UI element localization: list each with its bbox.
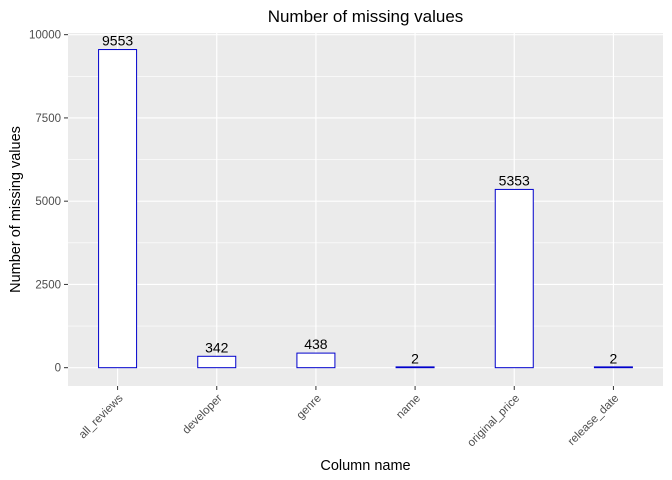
x-axis: all_reviews developer genre name original_pr… (77, 386, 622, 449)
bar-name (395, 366, 435, 369)
y-tick-label: 2500 (35, 279, 61, 291)
bar-developer (197, 355, 237, 369)
x-axis-title: Column name (320, 458, 410, 474)
data-label-all_reviews: 9553 (102, 33, 133, 49)
data-labels-group: 9553 342 438 2 5353 2 (102, 33, 618, 367)
y-axis-title: Number of missing values (8, 126, 24, 293)
y-tick-label: 5000 (35, 196, 61, 208)
bar-all_reviews (98, 49, 138, 369)
y-tick-label: 10000 (29, 30, 61, 42)
data-label-genre: 438 (304, 336, 328, 352)
chart-title: Number of missing values (268, 7, 464, 26)
data-label-release_date: 2 (610, 351, 618, 367)
bar-genre (296, 352, 336, 369)
x-tick-label-genre: genre (295, 392, 324, 421)
bars-group (98, 49, 633, 369)
data-label-original_price: 5353 (499, 172, 530, 188)
x-tick-label-original_price: original_price (465, 392, 522, 449)
y-axis: 0 2500 5000 7500 10000 (29, 30, 68, 375)
x-tick-label-release_date: release_date (566, 392, 622, 448)
bar-release_date (593, 366, 633, 369)
y-tick-label: 7500 (35, 113, 61, 125)
data-label-developer: 342 (205, 339, 229, 355)
x-tick-label-developer: developer (181, 392, 225, 436)
x-tick-label-all_reviews: all_reviews (77, 392, 126, 441)
x-tick-label-name: name (394, 392, 423, 421)
data-label-name: 2 (411, 351, 419, 367)
minor-gridlines (68, 75, 663, 327)
plot-panel (68, 33, 663, 386)
bar-original_price (494, 188, 534, 369)
y-tick-label: 0 (55, 363, 61, 375)
